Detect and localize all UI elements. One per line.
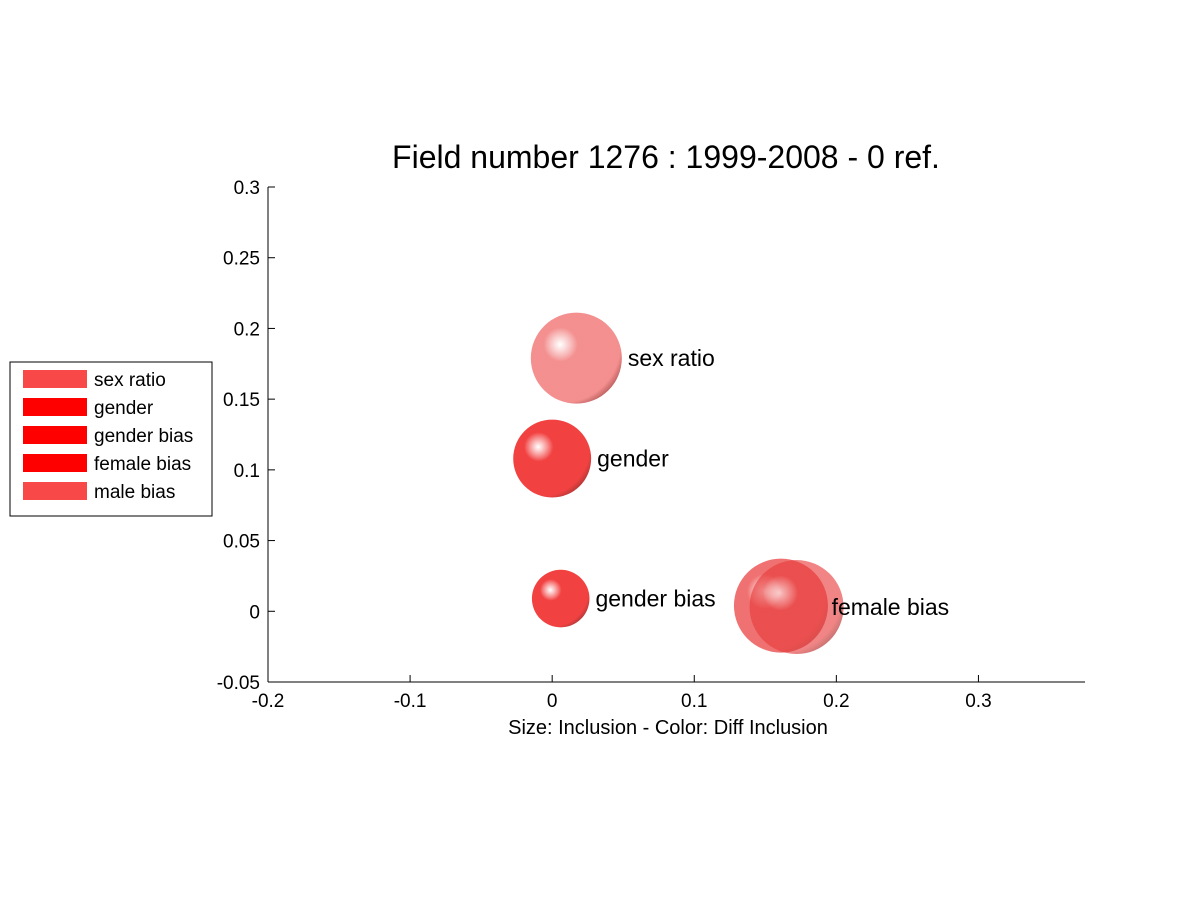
bubble-label-gender: gender — [597, 446, 669, 472]
x-tick-label: -0.2 — [252, 691, 285, 712]
legend-swatch-gender — [23, 398, 87, 416]
bubble-female-bias — [749, 560, 844, 655]
legend-label-sex-ratio: sex ratio — [94, 370, 166, 391]
legend-swatch-sex-ratio — [23, 370, 87, 388]
bubble-label-female-bias: female bias — [832, 594, 950, 620]
x-axis-label: Size: Inclusion - Color: Diff Inclusion — [508, 717, 828, 739]
bubble-label-gender-bias: gender bias — [595, 586, 715, 612]
x-tick-label: 0.3 — [965, 691, 991, 712]
x-tick-label: 0.1 — [681, 691, 707, 712]
y-tick-label: 0.25 — [223, 249, 260, 270]
y-tick-label: -0.05 — [217, 673, 260, 694]
legend-label-gender: gender — [94, 398, 154, 419]
legend: sex ratio gender gender bias female bias mal… — [9, 361, 213, 517]
chart-title: Field number 1276 : 1999-2008 - 0 ref. — [392, 139, 940, 175]
y-tick-label: 0.1 — [234, 461, 260, 482]
legend-label-male-bias: male bias — [94, 482, 175, 503]
legend-swatch-female-bias — [23, 454, 87, 472]
legend-swatch-male-bias — [23, 482, 87, 500]
legend-label-gender-bias: gender bias — [94, 426, 193, 447]
y-tick-label: 0 — [249, 602, 260, 623]
bubble-labels: sex ratio gender gender bias female bias — [595, 345, 949, 620]
legend-swatch-gender-bias — [23, 426, 87, 444]
legend-label-female-bias: female bias — [94, 454, 191, 475]
bubble-gender-bias — [531, 569, 590, 628]
bubbles — [513, 312, 844, 655]
x-tick-label: 0.2 — [823, 691, 849, 712]
plot-area: -0.05 0 0.05 0.1 0.15 0.2 0.25 0.3 -0.2 -0.1 0 0.1 0… — [217, 178, 1085, 712]
x-tick-label: -0.1 — [394, 691, 427, 712]
y-tick-label: 0.05 — [223, 532, 260, 553]
y-tick-label: 0.2 — [234, 319, 260, 340]
bubble-label-sex-ratio: sex ratio — [628, 345, 715, 371]
y-tick-label: 0.15 — [223, 390, 260, 411]
x-tick-label: 0 — [547, 691, 558, 712]
bubble-gender — [513, 419, 592, 498]
axes: -0.05 0 0.05 0.1 0.15 0.2 0.25 0.3 -0.2 -0.1 0 0.1 0… — [217, 178, 1085, 712]
y-tick-label: 0.3 — [234, 178, 260, 199]
bubble-sex-ratio — [530, 312, 622, 404]
